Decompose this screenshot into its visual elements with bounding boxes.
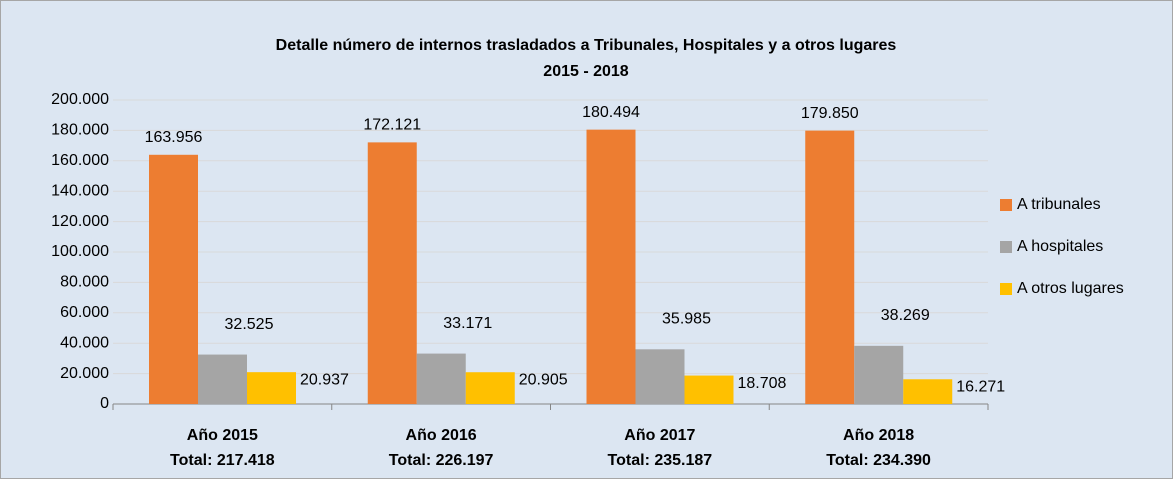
legend-label: A tribunales [1017, 196, 1101, 213]
data-label: 16.271 [956, 378, 1005, 395]
y-tick-label: 140.000 [51, 182, 109, 199]
data-label: 163.956 [145, 129, 203, 146]
x-tick-label: Año 2018 [843, 427, 914, 444]
y-tick-label: 20.000 [60, 365, 109, 382]
data-label: 32.525 [225, 316, 274, 333]
data-label: 20.937 [300, 371, 349, 388]
data-label: 18.708 [738, 375, 787, 392]
y-tick-label: 100.000 [51, 243, 109, 260]
legend-swatch [1000, 283, 1012, 295]
bar [684, 375, 734, 404]
data-label: 172.121 [363, 117, 421, 134]
data-label: 180.494 [582, 104, 640, 121]
chart-subtitle: 2015 - 2018 [543, 63, 629, 80]
bar [635, 349, 685, 404]
bar [416, 353, 466, 404]
y-tick-label: 160.000 [51, 152, 109, 169]
y-tick-label: 80.000 [60, 274, 109, 291]
bar [805, 130, 855, 405]
y-tick-label: 180.000 [51, 122, 109, 139]
legend-swatch [1000, 199, 1012, 211]
bar [247, 372, 296, 404]
data-label: 33.171 [443, 315, 492, 332]
y-tick-label: 0 [100, 395, 109, 412]
x-tick-sublabel: Total: 234.390 [826, 452, 931, 469]
x-tick-label: Año 2015 [187, 427, 258, 444]
bar [149, 154, 198, 404]
bar [586, 129, 636, 405]
legend-label: A otros lugares [1017, 280, 1124, 297]
bar [903, 379, 953, 404]
y-tick-label: 200.000 [51, 91, 109, 108]
data-label: 179.850 [801, 105, 859, 122]
x-tick-label: Año 2016 [406, 427, 477, 444]
bar [198, 354, 247, 404]
data-label: 35.985 [662, 311, 711, 328]
legend-label: A hospitales [1017, 238, 1103, 255]
bar [367, 142, 417, 404]
x-tick-sublabel: Total: 217.418 [170, 452, 275, 469]
data-label: 38.269 [881, 307, 930, 324]
y-tick-label: 120.000 [51, 213, 109, 230]
bar [465, 372, 515, 404]
chart-title: Detalle número de internos trasladados a… [276, 37, 897, 54]
x-tick-sublabel: Total: 226.197 [389, 452, 494, 469]
bar [854, 345, 904, 404]
legend-swatch [1000, 241, 1012, 253]
y-tick-label: 60.000 [60, 304, 109, 321]
data-label: 20.905 [519, 371, 568, 388]
x-tick-label: Año 2017 [624, 427, 695, 444]
y-tick-label: 40.000 [60, 334, 109, 351]
x-tick-sublabel: Total: 235.187 [608, 452, 713, 469]
